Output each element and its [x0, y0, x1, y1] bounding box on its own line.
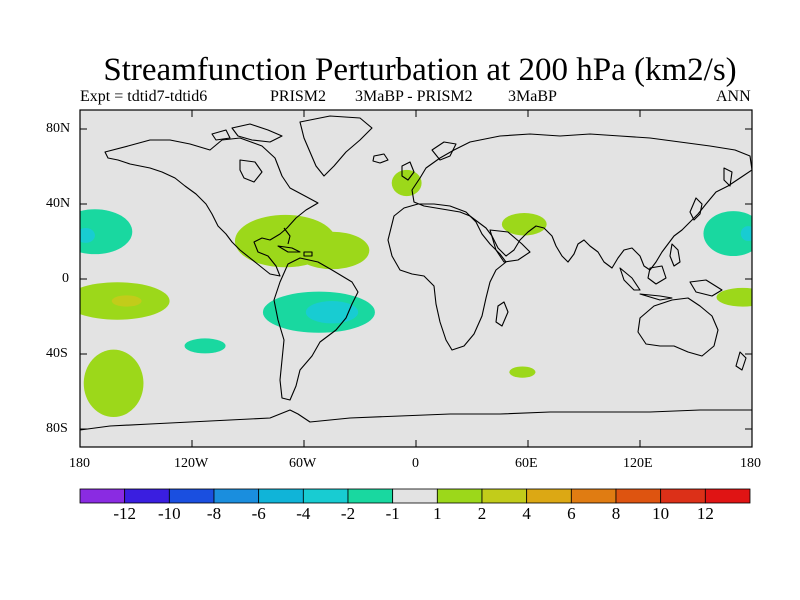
coast-java: [639, 293, 673, 301]
coast-north-america: [104, 137, 319, 277]
anomaly-west-pacific-positive: [716, 287, 752, 307]
anomaly-south-america-negative-core: [305, 300, 359, 324]
coast-kamchatka: [723, 167, 733, 187]
colorbar-label: -1: [385, 504, 400, 523]
coast-south-america: [273, 257, 359, 401]
colorbar-box: [213, 488, 260, 504]
colorbar-label: -2: [340, 504, 356, 523]
map-title: Streamfunction Perturbation at 200 hPa (…: [103, 52, 737, 88]
coast-japan: [689, 197, 703, 221]
coast-arctic-islands: [231, 123, 283, 143]
coastline-layer: [80, 115, 752, 431]
colorbar-box: [347, 488, 394, 504]
colorbar-box: [436, 488, 483, 504]
coast-madagascar: [495, 301, 509, 327]
anomaly-north-atlantic-positive: [391, 169, 422, 197]
lon-label-180e: 180: [740, 456, 761, 471]
colorbar-box: [258, 488, 304, 504]
lon-ticks: [191, 110, 641, 447]
colorbar-label: -4: [296, 504, 311, 523]
coast-greenland: [299, 115, 373, 177]
coast-eurasia: [411, 133, 752, 271]
lat-label-40s: 40S: [46, 346, 68, 361]
colorbar-label: 12: [696, 504, 714, 523]
coast-new-zealand: [735, 351, 747, 371]
coast-hudson-bay: [239, 159, 263, 183]
subtitle-center-b: 3MaBP - PRISM2: [355, 88, 473, 105]
anomaly-south-pacific-positive: [83, 349, 144, 418]
coast-new-guinea: [689, 279, 723, 297]
colorbar-label: -12: [113, 504, 136, 523]
colorbar-box: [79, 488, 126, 504]
colorbar-label: 6: [567, 504, 576, 523]
anomaly-caribbean-atlantic-positive: [294, 231, 370, 270]
coast-borneo: [647, 265, 667, 285]
colorbar-box: [302, 488, 349, 504]
lon-label-60w: 60W: [289, 456, 317, 471]
colorbar-box: [124, 488, 170, 504]
coast-iceland: [372, 153, 389, 164]
colorbar-label: 1: [433, 504, 442, 523]
anomaly-west-pacific-north-negative: [80, 209, 133, 255]
coast-antarctica: [80, 409, 752, 431]
anomaly-west-pacific-north-negative-core: [80, 227, 95, 243]
colorbar-box: [570, 488, 617, 504]
colorbar-box: [615, 488, 662, 504]
colorbar-label: 4: [522, 504, 531, 523]
lon-label-120w: 120W: [174, 456, 209, 471]
colorbar-label: -6: [251, 504, 266, 523]
coast-cuba: [277, 245, 301, 253]
colorbar-box: [704, 488, 751, 504]
anomaly-south-pacific-small-negative: [184, 338, 226, 354]
anomaly-east-pacific-east-negative-core: [740, 226, 752, 242]
anomaly-layer: [80, 169, 752, 418]
lon-label-180w: 180: [69, 456, 90, 471]
coast-arctic-islands-2: [211, 129, 231, 141]
season-label: ANN: [716, 88, 751, 105]
colorbar-box: [392, 488, 438, 504]
colorbar-label: 8: [611, 504, 621, 523]
colorbar: [79, 488, 751, 504]
coast-hispaniola: [303, 251, 313, 257]
colorbar-box: [526, 488, 572, 504]
anomaly-arabia-positive: [501, 212, 547, 236]
anomaly-east-pacific-core: [111, 295, 142, 307]
lat-label-40n: 40N: [46, 196, 71, 211]
colorbar-label: 10: [652, 504, 670, 523]
subtitle-center-a: PRISM2: [270, 88, 327, 105]
colorbar-label: -10: [157, 504, 181, 523]
coast-philippines: [669, 243, 681, 267]
colorbar-label: 2: [477, 504, 487, 523]
coast-sumatra: [619, 267, 641, 291]
lon-label-0: 0: [412, 456, 419, 471]
anomaly-south-indian-positive: [509, 366, 536, 378]
lon-label-120e: 120E: [623, 456, 653, 471]
coast-arabia: [489, 229, 531, 263]
lat-ticks: [80, 128, 752, 430]
coast-florida: [283, 227, 291, 245]
lat-label-80n: 80N: [46, 121, 71, 136]
colorbar-box: [481, 488, 528, 504]
colorbar-box: [660, 488, 706, 504]
coast-australia: [637, 297, 719, 357]
coast-scandinavia: [431, 141, 457, 161]
anomaly-east-pacific-east-negative: [703, 211, 752, 257]
map-background: [80, 110, 752, 447]
lon-label-60e: 60E: [515, 456, 538, 471]
coast-africa: [387, 203, 507, 351]
experiment-label: Expt = tdtid7-tdtid6: [80, 88, 208, 105]
lat-label-0: 0: [62, 271, 69, 286]
lat-label-80s: 80S: [46, 421, 68, 436]
coast-british-isles: [401, 161, 415, 181]
colorbar-label: -8: [206, 504, 222, 523]
subtitle-center-c: 3MaBP: [508, 88, 557, 105]
colorbar-box: [168, 488, 215, 504]
